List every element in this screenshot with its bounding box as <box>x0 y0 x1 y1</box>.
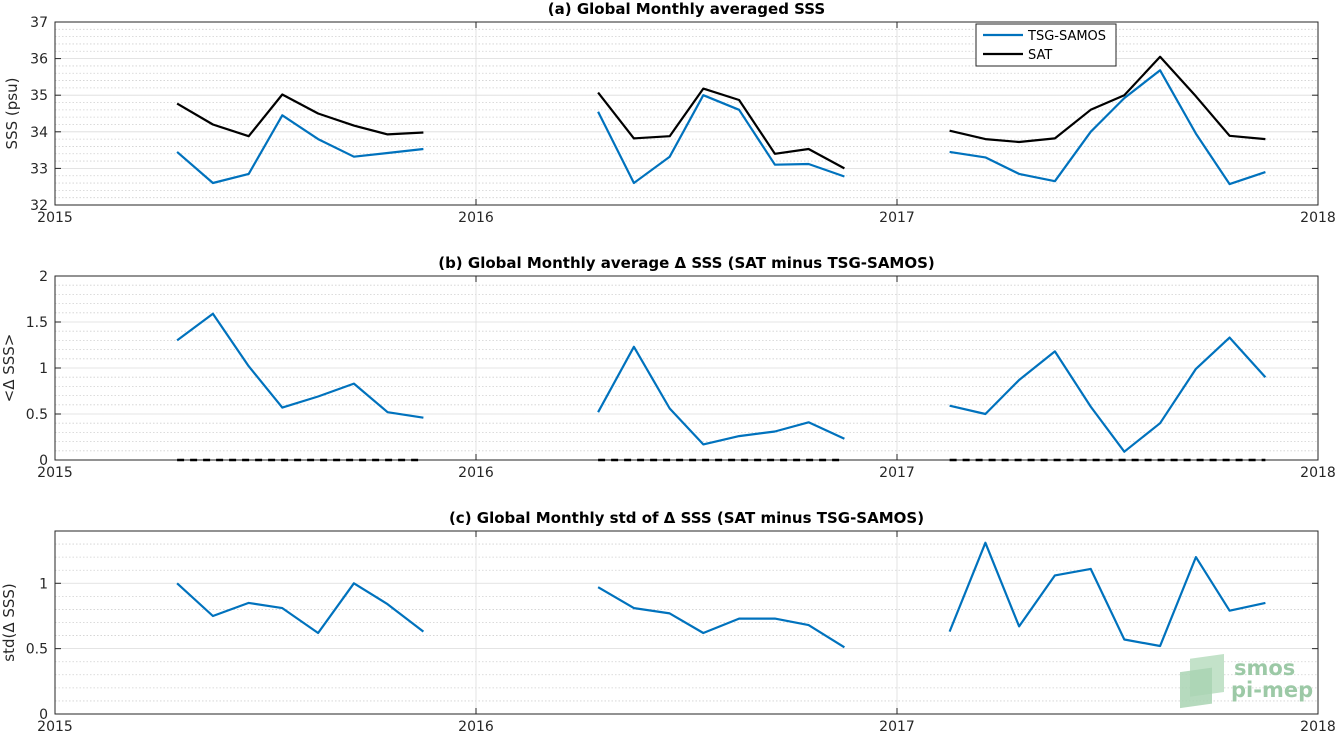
series-line-sat-segment-2 <box>597 87 845 170</box>
y-tick-label: 0.5 <box>26 642 48 658</box>
x-tick-label: 2018 <box>1300 719 1336 735</box>
y-tick-label: 37 <box>30 15 48 31</box>
series-line-tsg-samos-segment-2 <box>597 94 845 185</box>
logo-text-smos: smos <box>1234 656 1295 680</box>
y-axis-label: std(Δ SSS) <box>0 583 18 662</box>
series-line-delta-segment-1 <box>176 312 424 419</box>
y-tick-label: 36 <box>30 52 48 68</box>
legend-box <box>975 23 1117 67</box>
x-tick-label: 2018 <box>1300 465 1336 481</box>
x-tick-label: 2018 <box>1300 210 1336 226</box>
x-tick-label: 2016 <box>458 210 494 226</box>
y-tick-label: 1.5 <box>26 315 48 331</box>
x-tick-label: 2017 <box>879 719 915 735</box>
series-line-delta-segment-2 <box>597 586 845 649</box>
series-line-sat-segment-3 <box>949 55 1266 144</box>
y-axis-label: <Δ SSS> <box>0 334 18 403</box>
axes-frame <box>54 530 1319 715</box>
x-tick-label: 2015 <box>37 210 73 226</box>
x-tick-label: 2015 <box>37 465 73 481</box>
x-tick-label: 2016 <box>458 465 494 481</box>
y-tick-label: 33 <box>30 161 48 177</box>
y-tick-label: 1 <box>39 576 48 592</box>
panel-c-std-delta-sss: 2015 2016 2017 2018 0 0.5 1 (c) Global Monthly … <box>0 509 1336 735</box>
y-tick-label: 2 <box>39 269 48 285</box>
panel-b-delta-sss: 2015 2016 2017 2018 0 0.5 1 1.5 2 (b) Global Mont… <box>0 254 1336 481</box>
x-tick-label: 2017 <box>879 465 915 481</box>
y-tick-label: 0.5 <box>26 407 48 423</box>
series-line-delta-segment-3 <box>948 541 1266 648</box>
x-tick-label: 2015 <box>37 719 73 735</box>
x-tick-label: 2017 <box>879 210 915 226</box>
y-tick-label: 1 <box>39 361 48 377</box>
y-tick-label: 0 <box>39 707 48 723</box>
legend-label-tsg-samos: TSG-SAMOS <box>1027 29 1106 44</box>
legend-label-sat: SAT <box>1028 48 1052 63</box>
logo-text-pi-mep: pi-mep <box>1231 678 1313 702</box>
series-line-tsg-samos-segment-1 <box>176 114 424 185</box>
y-tick-label: 35 <box>30 88 48 104</box>
series-line-tsg-samos-segment-3 <box>949 69 1266 186</box>
chart-title: (c) Global Monthly std of Δ SSS (SAT min… <box>449 509 924 527</box>
series-line-delta-segment-2 <box>597 345 845 446</box>
series-line-delta-segment-1 <box>176 582 425 635</box>
y-tick-label: 0 <box>39 453 48 469</box>
y-tick-label: 32 <box>30 198 48 214</box>
legend: TSG-SAMOS SAT <box>975 23 1117 67</box>
chart-title: (b) Global Monthly average Δ SSS (SAT mi… <box>438 254 935 272</box>
x-tick-label: 2016 <box>458 719 494 735</box>
chart-title: (a) Global Monthly averaged SSS <box>548 0 825 18</box>
axes-frame <box>54 21 1319 206</box>
y-axis-label: SSS (psu) <box>3 78 21 150</box>
y-tick-label: 34 <box>30 125 48 141</box>
series-line-delta-segment-3 <box>949 336 1267 453</box>
smos-pi-mep-logo: smos pi-mep <box>1180 653 1313 709</box>
panel-a-sss: 2015 2016 2017 2018 32 33 34 35 36 37 (a) Global M… <box>3 0 1336 226</box>
logo-graphic-front <box>1180 667 1212 709</box>
series-line-sat-segment-1 <box>176 93 424 138</box>
